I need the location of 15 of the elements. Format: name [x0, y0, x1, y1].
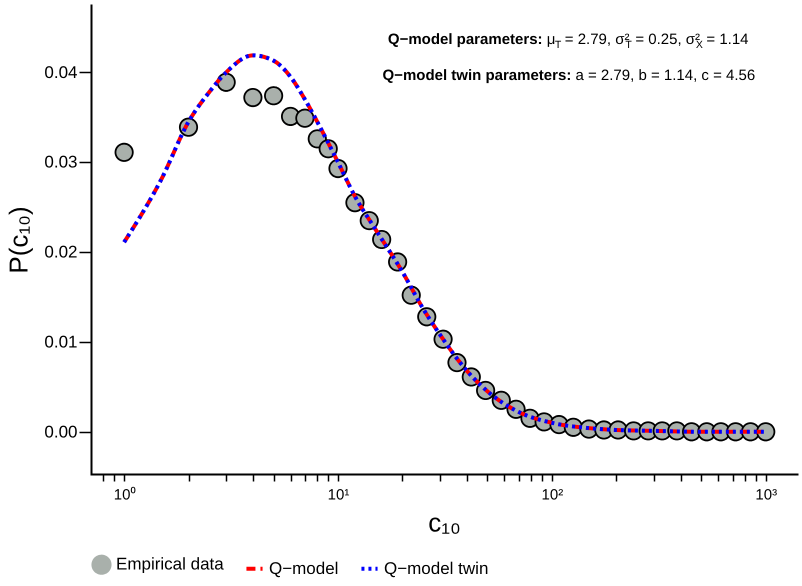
legend-label: Q−model — [269, 558, 338, 578]
annotation: Q−model twin parameters: a = 2.79, b = 1.14, c = 4.56 — [382, 67, 756, 84]
x-tick-label: 10³ — [755, 486, 778, 504]
x-axis-title: c₁₀ — [428, 508, 461, 538]
y-axis-title: P(c₁₀) — [3, 206, 34, 274]
x-tick-label: 10¹ — [328, 486, 350, 504]
x-tick-label: 10² — [542, 486, 564, 504]
x-tick-label: 10⁰ — [114, 486, 136, 504]
y-tick-label: 0.00 — [44, 422, 78, 442]
legend-label: Q−model twin — [384, 558, 488, 578]
y-tick-label: 0.04 — [44, 62, 78, 82]
y-tick-label: 0.01 — [44, 332, 78, 352]
legend-label: Empirical data — [116, 554, 224, 574]
y-tick-label: 0.02 — [44, 242, 78, 262]
y-tick-label: 0.03 — [44, 152, 78, 172]
